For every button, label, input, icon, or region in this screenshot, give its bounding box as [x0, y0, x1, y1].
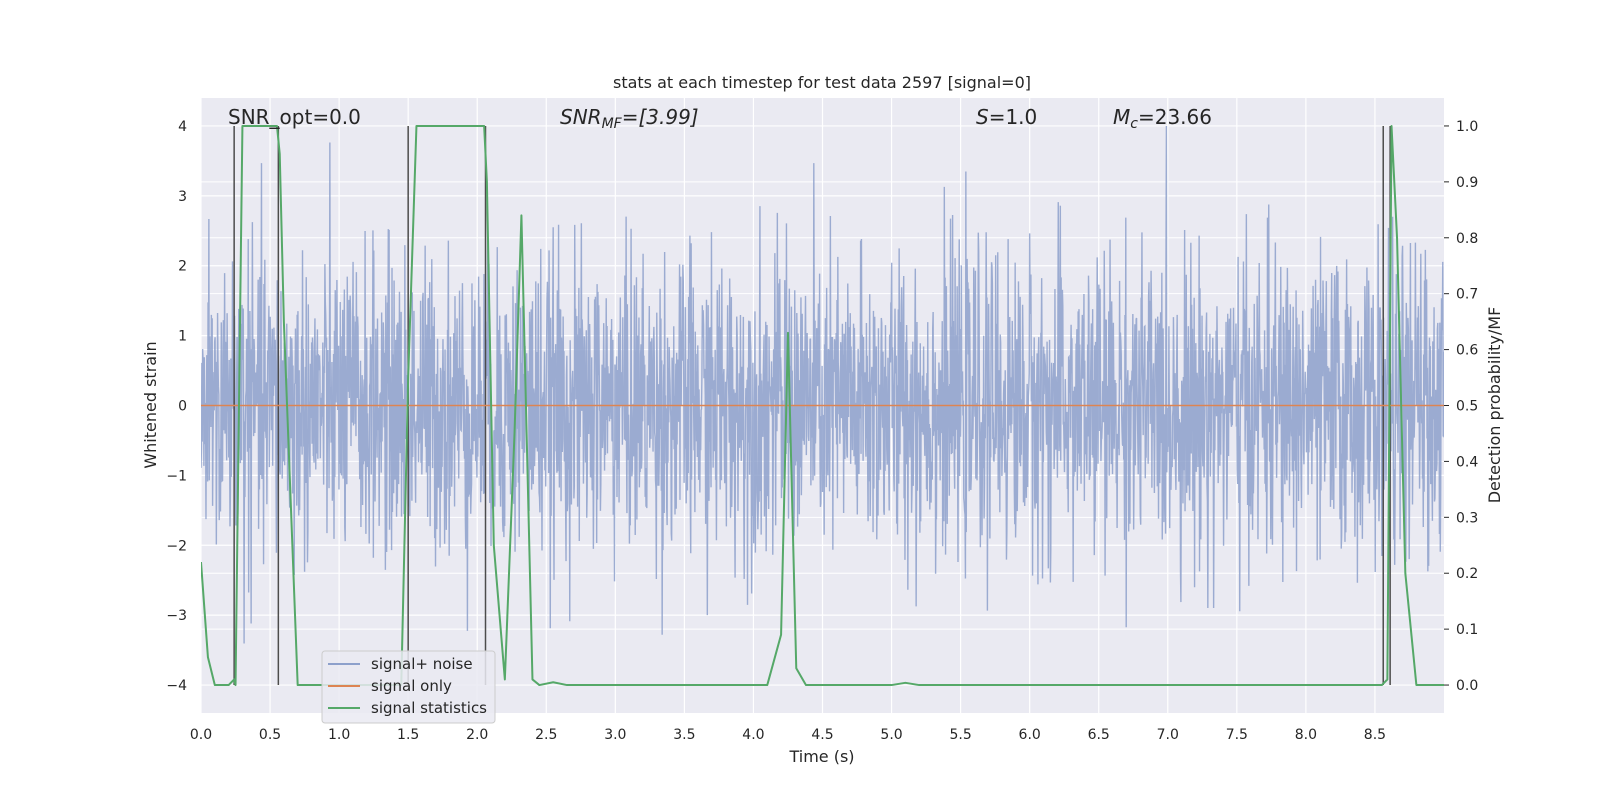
x-tick-label: 1.0	[328, 727, 350, 743]
annotation-s-main: S	[976, 105, 989, 129]
x-tick-label: 6.0	[1019, 727, 1041, 743]
annotation-mc-sub: c	[1130, 116, 1138, 132]
legend-box	[321, 650, 496, 724]
left-y-tick-label: 4	[178, 119, 187, 135]
x-tick-label: 8.5	[1364, 727, 1386, 743]
legend-label-signal-noise: signal+ noise	[371, 655, 473, 673]
right-y-tick-label: 0.5	[1456, 399, 1478, 415]
right-y-tick-label: 0.3	[1456, 510, 1478, 526]
annotation-snr-mf-value: =[3.99]	[622, 105, 699, 129]
x-tick-label: 0.5	[259, 727, 281, 743]
left-y-tick-label: −4	[166, 678, 187, 694]
right-y-tick-label: 0.8	[1456, 231, 1478, 247]
right-y-tick-label: 0.2	[1456, 566, 1478, 582]
x-tick-label: 7.0	[1157, 727, 1179, 743]
annotation-s: S=1.0	[976, 105, 1037, 129]
right-y-axis-label: Detection probability/MF	[1485, 307, 1504, 504]
left-y-axis-label: Whitened strain	[141, 341, 160, 468]
left-y-tick-label: 0	[178, 399, 187, 415]
legend-label-signal-statistics: signal statistics	[371, 699, 487, 717]
x-tick-label: 2.0	[466, 727, 488, 743]
x-tick-label: 8.0	[1295, 727, 1317, 743]
right-y-tick-label: 0.6	[1456, 343, 1478, 359]
annotation-snr-mf-main: SNR	[560, 105, 602, 129]
left-y-tick-label: −1	[166, 468, 187, 484]
annotation-snr-opt: SNR_opt=0.0	[228, 105, 361, 129]
left-y-axis-ticks: −4 −3 −2 −1 0 1 2 3 4	[166, 119, 187, 694]
x-tick-label: 7.5	[1226, 727, 1248, 743]
x-tick-label: 5.0	[880, 727, 902, 743]
x-tick-label: 6.5	[1088, 727, 1110, 743]
right-y-tick-label: 0.4	[1456, 454, 1478, 470]
right-y-tick-label: 0.9	[1456, 175, 1478, 191]
annotation-mc: Mc=23.66	[1113, 105, 1212, 132]
annotation-mc-main: M	[1113, 105, 1130, 129]
left-y-tick-label: −2	[166, 538, 187, 554]
x-tick-label: 1.5	[397, 727, 419, 743]
right-y-tick-label: 0.1	[1456, 622, 1478, 638]
annotation-snr-mf: SNRMF=[3.99]	[560, 105, 699, 132]
x-tick-label: 0.0	[190, 727, 212, 743]
left-y-tick-label: −3	[166, 608, 187, 624]
right-y-tick-label: 1.0	[1456, 119, 1478, 135]
right-y-tick-label: 0.0	[1456, 678, 1478, 694]
x-tick-label: 2.5	[535, 727, 557, 743]
x-axis-ticks: 0.0 0.5 1.0 1.5 2.0 2.5 3.0 3.5 4.0 4.5 5.0 5.5 6.0 6…	[190, 727, 1386, 743]
legend: signal+ noise signal only signal statist…	[321, 650, 496, 724]
annotation-snr-mf-sub: MF	[602, 116, 623, 132]
signal-statistics-line	[201, 124, 1444, 687]
left-y-tick-label: 3	[178, 189, 187, 205]
left-y-tick-label: 1	[178, 329, 187, 345]
legend-label-signal-only: signal only	[371, 677, 452, 695]
x-tick-label: 3.0	[604, 727, 626, 743]
right-y-axis-ticks: 0.0 0.1 0.2 0.3 0.4 0.5 0.6 0.7 0.8 0.9 1.0	[1444, 119, 1478, 694]
left-y-tick-label: 2	[178, 259, 187, 275]
chart-title: stats at each timestep for test data 259…	[613, 73, 1031, 92]
signal-statistics-series	[201, 124, 1444, 687]
x-tick-label: 3.5	[673, 727, 695, 743]
x-tick-label: 4.0	[742, 727, 764, 743]
x-tick-label: 5.5	[949, 727, 971, 743]
annotation-mc-value: =23.66	[1138, 105, 1212, 129]
x-tick-label: 4.5	[811, 727, 833, 743]
right-y-tick-label: 0.7	[1456, 287, 1478, 303]
annotation-s-value: =1.0	[989, 105, 1038, 129]
x-axis-label: Time (s)	[788, 747, 854, 766]
